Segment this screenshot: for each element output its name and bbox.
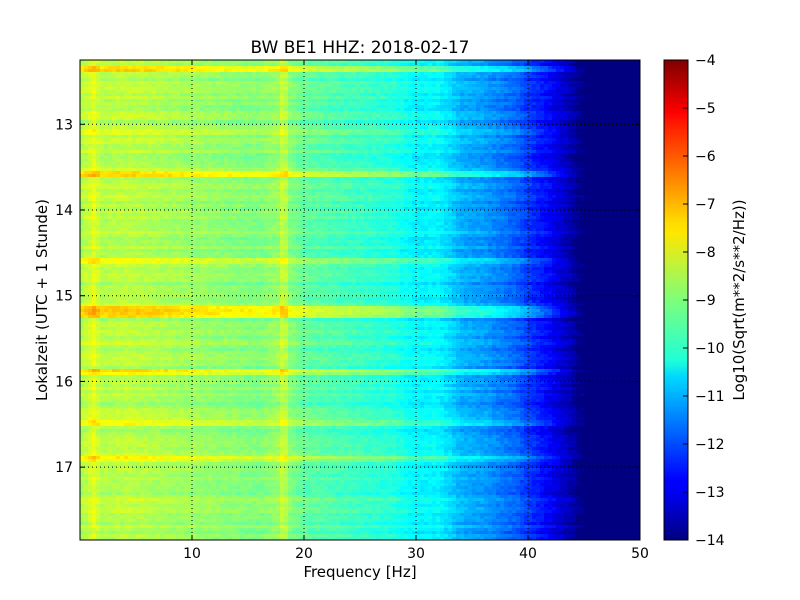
heatmap-area — [80, 60, 641, 541]
chart-title: BW BE1 HHZ: 2018-02-17 — [250, 38, 469, 58]
